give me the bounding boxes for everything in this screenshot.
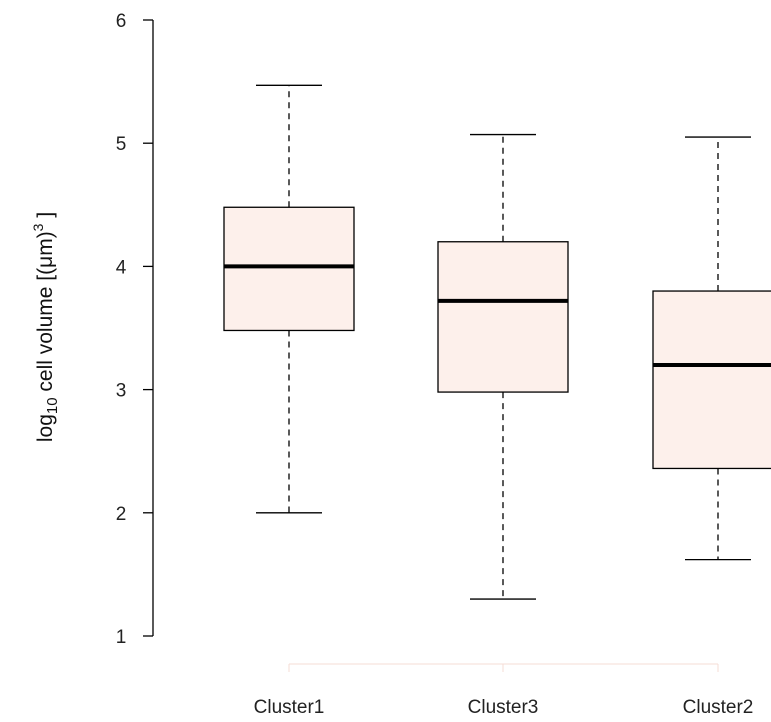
x-tick-label: Cluster2 bbox=[683, 697, 754, 718]
y-tick-label: 6 bbox=[116, 11, 127, 32]
iqr-box bbox=[652, 290, 771, 470]
box-cluster3 bbox=[437, 133, 569, 600]
iqr-box bbox=[223, 206, 355, 332]
y-tick-label: 5 bbox=[116, 134, 127, 155]
x-tick-label: Cluster3 bbox=[468, 697, 539, 718]
y-tick-label: 1 bbox=[116, 627, 127, 648]
box-cluster2 bbox=[652, 136, 771, 561]
y-axis-label: log10 cell volume [(μm)3 ] bbox=[30, 212, 61, 442]
x-axis: Cluster1 Cluster3 Cluster2 bbox=[254, 663, 754, 718]
boxes bbox=[223, 84, 771, 600]
y-tick-label: 3 bbox=[116, 381, 127, 402]
y-tick-label: 2 bbox=[116, 504, 127, 525]
x-tick-label: Cluster1 bbox=[254, 697, 325, 718]
box-cluster1 bbox=[223, 84, 355, 514]
y-axis: 1 2 3 4 5 6 bbox=[116, 11, 154, 648]
y-tick-label: 4 bbox=[116, 257, 127, 278]
iqr-box bbox=[437, 241, 569, 393]
